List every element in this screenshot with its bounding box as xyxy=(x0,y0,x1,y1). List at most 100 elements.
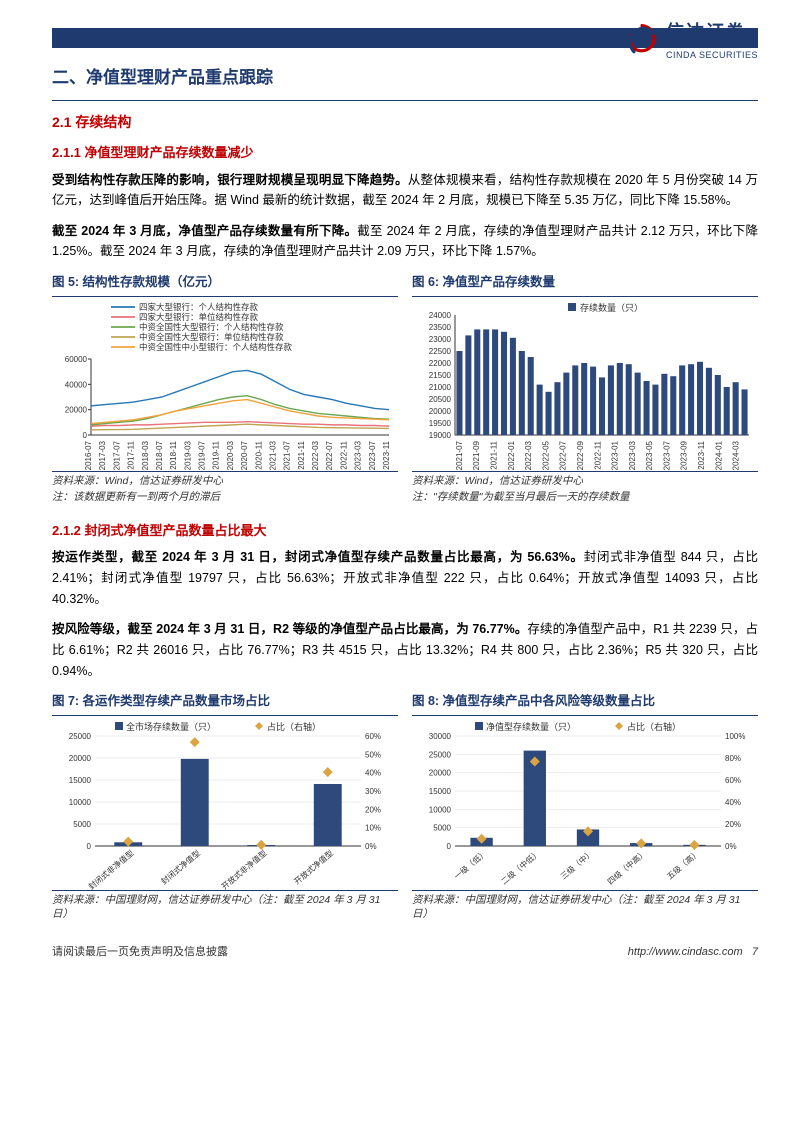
svg-text:2022-05: 2022-05 xyxy=(541,440,550,470)
svg-text:60%: 60% xyxy=(365,732,381,741)
svg-text:2016-07: 2016-07 xyxy=(84,440,93,470)
svg-text:2022-07: 2022-07 xyxy=(325,440,334,470)
svg-text:2017-07: 2017-07 xyxy=(112,440,121,470)
section-divider xyxy=(52,100,758,101)
svg-text:2022-09: 2022-09 xyxy=(576,440,585,470)
fig5-note: 注：该数据更新有一到两个月的滞后 xyxy=(52,490,398,504)
fig8-source: 资料来源：中国理财网，信达证券研发中心（注：截至 2024 年 3 月 31 日… xyxy=(412,893,758,921)
svg-text:15000: 15000 xyxy=(69,776,92,785)
svg-text:四级（中高）: 四级（中高） xyxy=(605,848,648,887)
svg-text:2023-07: 2023-07 xyxy=(662,440,671,470)
fig7-title: 图 7: 各运作类型存续产品数量市场占比 xyxy=(52,691,398,716)
fig7-chart: 全市场存续数量（只）占比（右轴）050001000015000200002500… xyxy=(52,720,398,890)
svg-text:2023-11: 2023-11 xyxy=(382,440,391,469)
para-1: 受到结构性存款压降的影响，银行理财规模呈现明显下降趋势。从整体规模来看，结构性存… xyxy=(52,170,758,211)
svg-text:23500: 23500 xyxy=(429,323,452,332)
svg-text:2022-01: 2022-01 xyxy=(507,440,516,470)
logo: 信达证券 CINDA SECURITIES xyxy=(624,18,758,63)
svg-text:0%: 0% xyxy=(365,842,377,851)
fig6-title: 图 6: 净值型产品存续数量 xyxy=(412,272,758,297)
svg-text:2023-01: 2023-01 xyxy=(611,440,620,470)
svg-text:占比（右轴）: 占比（右轴） xyxy=(267,721,321,732)
svg-text:2021-11: 2021-11 xyxy=(297,440,306,469)
svg-text:0: 0 xyxy=(447,842,452,851)
svg-text:2019-07: 2019-07 xyxy=(198,440,207,470)
footer-url: http://www.cindasc.com xyxy=(628,946,743,958)
svg-text:2024-01: 2024-01 xyxy=(714,440,723,470)
para-3-bold: 按运作类型，截至 2024 年 3 月 31 日，封闭式净值型存续产品数量占比最… xyxy=(52,550,584,564)
fig5-title: 图 5: 结构性存款规模（亿元） xyxy=(52,272,398,297)
subsub-2-1-1: 2.1.1 净值型理财产品存续数量减少 xyxy=(52,142,758,163)
svg-text:40000: 40000 xyxy=(65,380,88,389)
para-2: 截至 2024 年 3 月底，净值型产品存续数量有所下降。截至 2024 年 2… xyxy=(52,221,758,262)
svg-text:2019-11: 2019-11 xyxy=(212,440,221,469)
svg-text:2017-03: 2017-03 xyxy=(98,440,107,470)
svg-text:20000: 20000 xyxy=(65,405,88,414)
section-title: 二、净值型理财产品重点跟踪 xyxy=(52,64,758,92)
para-4-bold: 按风险等级，截至 2024 年 3 月 31 日，R2 等级的净值型产品占比最高… xyxy=(52,622,527,636)
svg-text:40%: 40% xyxy=(725,798,741,807)
svg-text:10%: 10% xyxy=(365,824,381,833)
svg-text:23000: 23000 xyxy=(429,335,452,344)
svg-text:2023-05: 2023-05 xyxy=(645,440,654,470)
svg-text:21500: 21500 xyxy=(429,371,452,380)
svg-text:19500: 19500 xyxy=(429,419,452,428)
svg-text:2023-09: 2023-09 xyxy=(680,440,689,470)
svg-text:中资全国性大型银行：单位结构性存款: 中资全国性大型银行：单位结构性存款 xyxy=(139,332,284,342)
svg-text:20%: 20% xyxy=(725,820,741,829)
svg-text:2023-03: 2023-03 xyxy=(354,440,363,470)
svg-text:封闭式净值型: 封闭式净值型 xyxy=(159,848,202,887)
svg-text:80%: 80% xyxy=(725,754,741,763)
svg-text:60000: 60000 xyxy=(65,355,88,364)
svg-text:2021-07: 2021-07 xyxy=(283,440,292,470)
svg-text:0: 0 xyxy=(83,431,88,440)
svg-text:一级（低）: 一级（低） xyxy=(452,848,489,881)
svg-text:2022-11: 2022-11 xyxy=(593,440,602,469)
fig8-title: 图 8: 净值型存续产品中各风险等级数量占比 xyxy=(412,691,758,716)
svg-text:2022-03: 2022-03 xyxy=(524,440,533,470)
svg-text:净值型存续数量（只）: 净值型存续数量（只） xyxy=(486,721,576,732)
svg-text:2024-03: 2024-03 xyxy=(732,440,741,470)
fig6-chart: 存续数量（只）190001950020000205002100021500220… xyxy=(412,301,758,471)
svg-text:2021-09: 2021-09 xyxy=(472,440,481,470)
svg-text:全市场存续数量（只）: 全市场存续数量（只） xyxy=(126,721,216,732)
svg-text:20500: 20500 xyxy=(429,395,452,404)
svg-text:19000: 19000 xyxy=(429,431,452,440)
subsub-2-1-2: 2.1.2 封闭式净值型产品数量占比最大 xyxy=(52,520,758,541)
svg-text:22000: 22000 xyxy=(429,359,452,368)
svg-text:四家大型银行：个人结构性存款: 四家大型银行：个人结构性存款 xyxy=(139,302,259,312)
svg-text:20000: 20000 xyxy=(69,754,92,763)
svg-text:22500: 22500 xyxy=(429,347,452,356)
svg-text:占比（右轴）: 占比（右轴） xyxy=(627,721,681,732)
svg-text:封闭式非净值型: 封闭式非净值型 xyxy=(86,848,135,890)
para-4: 按风险等级，截至 2024 年 3 月 31 日，R2 等级的净值型产品占比最高… xyxy=(52,619,758,681)
svg-text:开放式非净值型: 开放式非净值型 xyxy=(219,848,268,890)
svg-text:15000: 15000 xyxy=(429,787,452,796)
footer-disclaimer: 请阅读最后一页免责声明及信息披露 xyxy=(52,943,228,961)
svg-text:2020-03: 2020-03 xyxy=(226,440,235,470)
svg-text:2017-11: 2017-11 xyxy=(127,440,136,469)
svg-text:五级（高）: 五级（高） xyxy=(665,848,702,881)
svg-text:5000: 5000 xyxy=(73,820,91,829)
svg-text:中资全国性中小型银行：个人结构性存款: 中资全国性中小型银行：个人结构性存款 xyxy=(139,342,293,352)
svg-text:二级（中低）: 二级（中低） xyxy=(499,848,542,887)
svg-text:20000: 20000 xyxy=(429,407,452,416)
svg-text:30000: 30000 xyxy=(429,732,452,741)
svg-text:2018-07: 2018-07 xyxy=(155,440,164,470)
svg-text:2019-03: 2019-03 xyxy=(183,440,192,470)
logo-text-en: CINDA SECURITIES xyxy=(666,48,758,63)
footer: 请阅读最后一页免责声明及信息披露 http://www.cindasc.com … xyxy=(52,943,758,961)
fig8-chart: 净值型存续数量（只）占比（右轴）050001000015000200002500… xyxy=(412,720,758,890)
svg-text:2020-11: 2020-11 xyxy=(254,440,263,469)
svg-text:21000: 21000 xyxy=(429,383,452,392)
svg-text:40%: 40% xyxy=(365,769,381,778)
svg-text:25000: 25000 xyxy=(69,732,92,741)
logo-swirl-icon xyxy=(624,22,660,58)
svg-text:四家大型银行：单位结构性存款: 四家大型银行：单位结构性存款 xyxy=(139,312,259,322)
svg-text:24000: 24000 xyxy=(429,311,452,320)
svg-text:100%: 100% xyxy=(725,732,745,741)
svg-text:2022-03: 2022-03 xyxy=(311,440,320,470)
svg-text:2022-07: 2022-07 xyxy=(559,440,568,470)
svg-text:2022-11: 2022-11 xyxy=(339,440,348,469)
svg-text:三级（中）: 三级（中） xyxy=(558,848,595,881)
